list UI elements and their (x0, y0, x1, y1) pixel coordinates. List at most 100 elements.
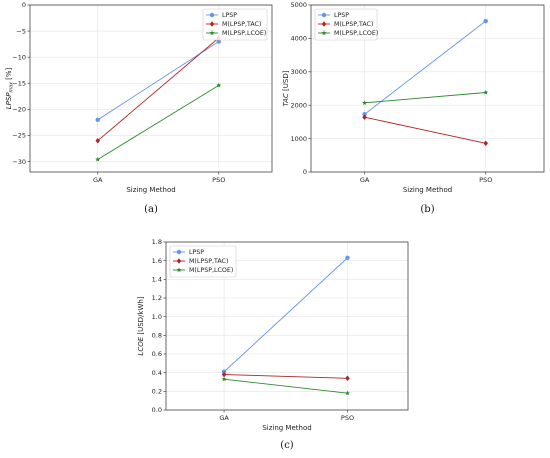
y-tick-label: 1000 (290, 135, 307, 143)
y-axis-label: TAC [USD] (282, 70, 290, 106)
y-tick-label: 0.0 (152, 406, 162, 414)
x-tick-label: GA (93, 176, 103, 184)
data-point (345, 255, 350, 261)
y-axis-label: LCOE [USD/kWh] (137, 296, 145, 355)
series-2 (362, 89, 489, 105)
chart-a: −30 −25 −20 −15 −10 −5 0 GA PSO Sizing Method LPSP… (5, 1, 273, 215)
legend: LPSP M(LPSP,TAC) M(LPSP,LCOE) (202, 8, 268, 41)
data-point (221, 376, 227, 382)
legend-marker (321, 12, 327, 18)
subfigure-caption: (b) (420, 204, 434, 215)
y-axis-label-unit: [USD/kWh] (137, 296, 145, 337)
data-point (216, 82, 222, 88)
x-axis-label: Sizing Method (262, 424, 311, 432)
legend: LPSP M(LPSP,TAC) M(LPSP,LCOE) (169, 245, 237, 278)
plot-frame (165, 241, 409, 411)
y-tick-label: −15 (12, 79, 26, 87)
x-tick-label: GA (360, 176, 370, 184)
legend-box (169, 245, 237, 278)
y-tick-label: 5000 (290, 1, 307, 9)
plot-frame (29, 4, 273, 173)
legend-label: LPSP (189, 249, 204, 256)
legend-label: M(LPSP,LCOE) (189, 267, 233, 274)
y-tick-label: 0 (303, 168, 307, 176)
series-1 (95, 35, 221, 144)
data-point (483, 18, 488, 24)
data-point (483, 89, 489, 95)
series-line (364, 20, 487, 115)
y-axis-label-main: LPSP (5, 92, 13, 110)
legend-marker (209, 12, 215, 18)
legend-marker (209, 30, 215, 36)
series-2 (95, 82, 222, 162)
y-axis-label-main: TAC (282, 93, 290, 106)
data-point (216, 39, 221, 44)
data-point (221, 371, 227, 378)
y-tick-label: 1.6 (152, 257, 162, 265)
y-tick-label: −20 (12, 106, 26, 114)
data-point (362, 112, 367, 117)
y-tick-label: 0.6 (152, 350, 162, 358)
y-tick-label: 2000 (290, 101, 307, 109)
y-axis-label-main: LCOE (137, 336, 145, 355)
series-line (224, 374, 348, 379)
series-1 (221, 371, 350, 382)
data-point (345, 375, 350, 382)
chart-c: 0.0 0.2 0.4 0.6 0.8 1.0 1.2 1.4 1.6 1.8 GA PSO Sizin… (137, 238, 409, 451)
y-axis-label-subscript: max (10, 82, 15, 93)
data-point (483, 140, 488, 147)
y-axis-label: LPSPmax [%] (5, 67, 15, 109)
y-tick-label: 0.4 (152, 369, 162, 377)
y-tick-label: 0.2 (152, 388, 162, 396)
y-axis-label-unit: [USD] (282, 70, 290, 93)
y-tick-label: −30 (12, 158, 26, 166)
legend-label: M(LPSP,LCOE) (334, 30, 378, 37)
data-point (95, 117, 100, 123)
data-point (95, 156, 101, 162)
y-tick-label: 4000 (290, 35, 307, 43)
y-axis-label-unit: [%] (5, 67, 13, 82)
legend-marker (176, 267, 182, 273)
legend-label: M(LPSP,TAC) (334, 21, 373, 28)
legend-marker (321, 21, 327, 27)
y-tick-label: 1.0 (152, 313, 162, 321)
legend-label: M(LPSP,TAC) (222, 21, 261, 28)
chart-b: 0 1000 2000 3000 4000 5000 GA PSO Sizing Method T… (282, 1, 545, 215)
series-line (97, 37, 220, 142)
series-2 (221, 376, 350, 396)
data-point (95, 137, 100, 144)
legend: LPSP M(LPSP,TAC) M(LPSP,LCOE) (314, 8, 378, 41)
data-point (345, 390, 350, 396)
legend-label: LPSP (222, 12, 237, 19)
y-tick-label: 1.8 (152, 238, 162, 246)
y-tick-label: −10 (12, 53, 26, 61)
series-line (364, 116, 486, 144)
y-tick-label: 1.4 (152, 276, 162, 284)
subfigure-caption: (c) (280, 440, 294, 451)
series-0 (362, 18, 488, 117)
y-tick-label: 0.8 (152, 332, 162, 340)
legend-marker (176, 249, 182, 255)
y-tick-label: −25 (12, 132, 26, 140)
data-point (362, 114, 367, 121)
plot-frame (310, 4, 545, 173)
y-tick-label: 3000 (290, 68, 307, 76)
y-tick-label: 0 (22, 1, 26, 9)
series-0 (221, 255, 350, 374)
legend-marker (176, 258, 182, 264)
legend-marker (321, 30, 327, 36)
legend-label: LPSP (334, 12, 349, 19)
legend-marker (209, 21, 215, 27)
series-line (223, 257, 348, 373)
y-tick-label: −5 (16, 27, 26, 35)
x-axis-label: Sizing Method (126, 186, 175, 194)
legend-box (314, 8, 378, 41)
series-line (97, 84, 219, 160)
series-line (224, 378, 348, 394)
series-line (364, 92, 486, 104)
x-tick-label: PSO (479, 176, 492, 184)
legend-label: M(LPSP,LCOE) (222, 30, 266, 37)
x-tick-label: GA (219, 414, 229, 422)
x-tick-label: PSO (212, 176, 225, 184)
